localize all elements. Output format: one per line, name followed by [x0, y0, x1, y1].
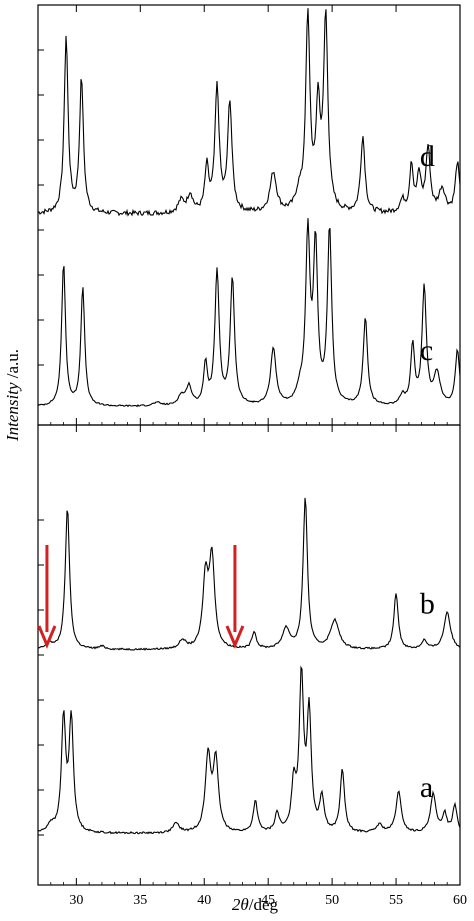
annotation-arrows [37, 545, 245, 649]
series-curves [37, 8, 461, 835]
plot-frames [37, 4, 461, 886]
series-line-a [37, 665, 461, 835]
x-axis-title: 2θ/deg [232, 895, 279, 914]
series-label-a: a [420, 771, 433, 804]
x-tick-label: 30 [69, 893, 83, 908]
x-ticks: 30 35 40 45 50 55 60 [37, 5, 467, 908]
curve-labels: d c b a [420, 140, 435, 804]
series-line-b [37, 497, 461, 651]
red-arrow-2 [225, 545, 245, 649]
x-tick-label: 60 [453, 893, 467, 908]
x-tick-label: 40 [197, 893, 211, 908]
series-label-d: d [420, 140, 435, 173]
series-label-c: c [420, 334, 433, 367]
red-arrow-1 [37, 545, 57, 649]
x-tick-label: 35 [133, 893, 147, 908]
x-tick-label: 50 [325, 893, 339, 908]
plot-frame-1 [37, 4, 461, 426]
y-ticks [38, 49, 44, 836]
series-label-b: b [420, 588, 435, 621]
x-tick-label: 55 [389, 893, 403, 908]
series-line-d [37, 8, 461, 217]
y-axis-title: Intensity /a.u. [3, 349, 22, 442]
x-tick-label: 45 [261, 893, 275, 908]
series-line-c [37, 218, 461, 408]
plot-frame-2 [37, 424, 461, 886]
